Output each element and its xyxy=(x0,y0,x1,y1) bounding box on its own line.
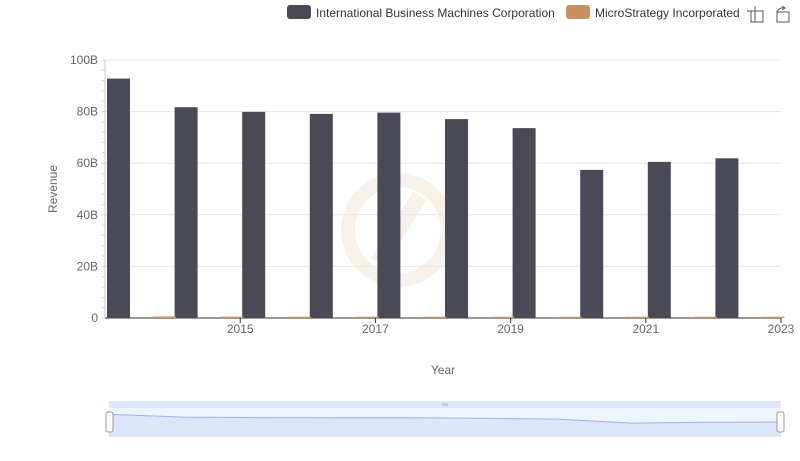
y-tick-label: 0 xyxy=(91,311,98,325)
x-tick-label: 2019 xyxy=(497,322,524,336)
legend[interactable]: International Business Machines Corporat… xyxy=(287,5,740,20)
bars xyxy=(107,78,785,319)
bar-microstrategy-2022[interactable] xyxy=(693,316,717,318)
legend-label-microstrategy: MicroStrategy Incorporated xyxy=(595,6,740,20)
legend-swatch-microstrategy xyxy=(566,5,590,19)
y-tick-label: 60B xyxy=(77,156,98,170)
bar-microstrategy-2020[interactable] xyxy=(558,316,582,318)
bar-ibm-2016[interactable] xyxy=(242,111,266,318)
y-axis: 0 20B 40B 60B 80B 100B xyxy=(70,53,106,325)
bar-microstrategy-2023[interactable] xyxy=(761,316,785,318)
bar-microstrategy-2014[interactable] xyxy=(153,316,176,318)
crosshair-zoom-icon[interactable] xyxy=(747,6,764,23)
reset-zoom-icon[interactable] xyxy=(776,5,790,23)
bar-microstrategy-2015[interactable] xyxy=(220,316,244,318)
y-tick-label: 40B xyxy=(77,208,98,222)
bar-ibm-2023[interactable] xyxy=(715,158,739,318)
y-axis-title: Revenue xyxy=(46,165,60,213)
x-tick-label: 2015 xyxy=(227,322,254,336)
bar-ibm-2019[interactable] xyxy=(445,119,468,318)
bar-ibm-2020[interactable] xyxy=(512,128,536,318)
bar-ibm-2022[interactable] xyxy=(647,161,671,318)
navigator-handle-right[interactable] xyxy=(776,411,785,433)
x-axis: 2015 2017 2019 2021 2023 xyxy=(105,317,795,336)
legend-label-ibm: International Business Machines Corporat… xyxy=(316,6,555,20)
legend-item-ibm[interactable]: International Business Machines Corporat… xyxy=(287,5,555,20)
bar-microstrategy-2016[interactable] xyxy=(288,316,312,318)
bar-microstrategy-2018[interactable] xyxy=(423,316,447,318)
bar-microstrategy-2017[interactable] xyxy=(355,316,379,318)
bar-microstrategy-2021[interactable] xyxy=(626,316,650,318)
y-tick-label: 20B xyxy=(77,259,98,273)
bar-ibm-2017[interactable] xyxy=(309,113,333,318)
bar-ibm-2015[interactable] xyxy=(174,107,198,319)
navigator-handle-left[interactable] xyxy=(105,411,114,433)
x-tick-label: 2023 xyxy=(768,322,795,336)
navigator-series-line xyxy=(108,413,782,424)
legend-swatch-ibm xyxy=(287,5,311,19)
bar-ibm-2014[interactable] xyxy=(107,78,130,319)
x-axis-title: Year xyxy=(431,363,455,377)
x-tick-label: 2021 xyxy=(632,322,659,336)
range-navigator[interactable] xyxy=(105,401,785,437)
navigator-series-area xyxy=(109,414,781,437)
legend-item-microstrategy[interactable]: MicroStrategy Incorporated xyxy=(566,5,740,20)
y-tick-label: 80B xyxy=(77,105,98,119)
bar-ibm-2018[interactable] xyxy=(377,112,401,319)
navigator-grip-icon[interactable] xyxy=(442,403,448,406)
bar-microstrategy-2019[interactable] xyxy=(491,316,514,318)
bar-ibm-2021[interactable] xyxy=(580,169,604,318)
y-tick-label: 100B xyxy=(70,53,98,67)
x-tick-label: 2017 xyxy=(362,322,389,336)
